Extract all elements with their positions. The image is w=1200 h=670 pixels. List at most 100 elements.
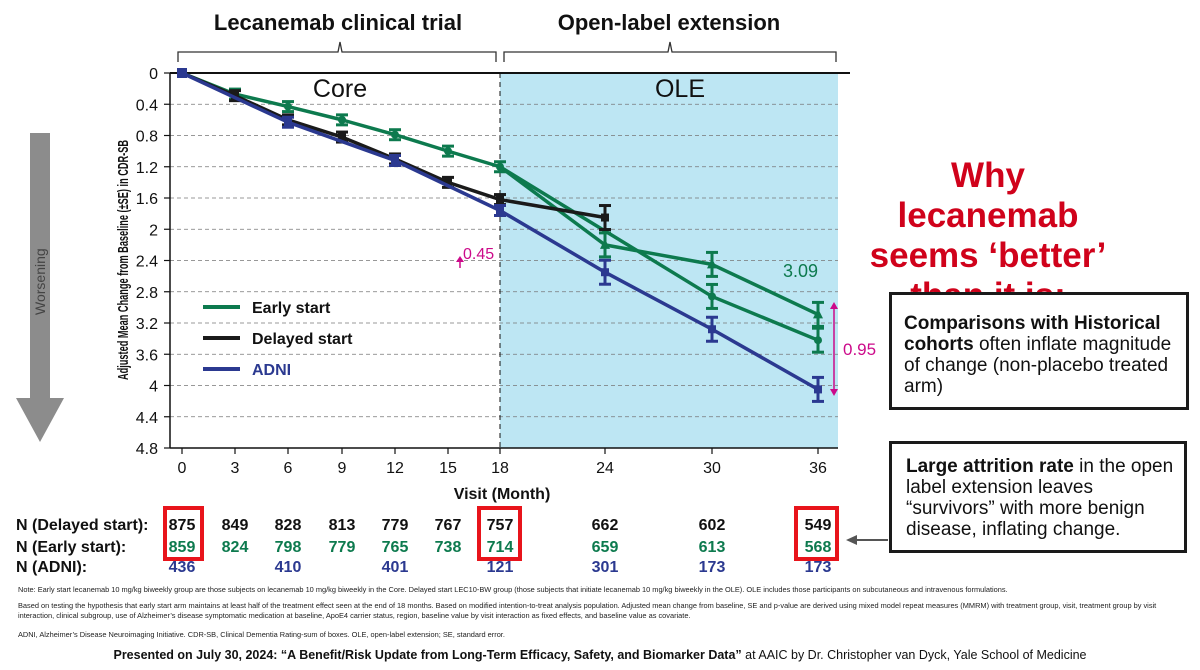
data-point-delayed-start [338, 133, 346, 142]
bracket-trial-label: Lecanemab clinical trial [214, 10, 462, 35]
count-early: 824 [222, 539, 249, 556]
count-delayed: 602 [699, 517, 726, 534]
y-tick-label: 4 [149, 379, 158, 396]
series-layer [177, 68, 824, 403]
x-tick-label: 24 [596, 460, 614, 477]
y-tick-label: 2 [149, 222, 158, 239]
headline-line-2: seems ‘better’ [869, 236, 1107, 275]
count-early: 779 [329, 539, 356, 556]
y-tick-label: 4.4 [136, 410, 158, 427]
annotation-095-arrow-bottom [830, 389, 838, 396]
data-point-early-start [707, 258, 717, 269]
y-tick-label: 2.4 [136, 254, 158, 271]
legend-label-adni: ADNI [252, 362, 291, 379]
y-tick-label: 0 [149, 66, 158, 83]
bracket-ole [503, 41, 837, 62]
count-early: 765 [382, 539, 409, 556]
x-tick-label: 9 [338, 460, 347, 477]
count-adni: 301 [592, 559, 619, 576]
callout-attrition-text: in the open label extension leaves “surv… [906, 456, 1174, 540]
y-tick-label: 1.6 [136, 191, 158, 208]
count-row-label-adni: N (ADNI): [16, 559, 87, 576]
highlight-box-month-0 [163, 506, 204, 561]
box2-connector-arrowhead [846, 535, 857, 545]
data-point-adni [284, 118, 292, 127]
data-point-early-start [391, 130, 399, 139]
x-tick-label: 3 [231, 460, 240, 477]
count-delayed: 813 [329, 517, 356, 534]
footnote-3: ADNI, Alzheimer’s Disease Neuroimaging I… [18, 630, 505, 639]
legend-label-delayed: Delayed start [252, 331, 353, 348]
count-adni: 401 [382, 559, 409, 576]
annotation-095-arrow-top [830, 302, 838, 309]
count-early: 859 [169, 539, 196, 556]
presentation-credit-bold: Presented on July 30, 2024: “A Benefit/R… [113, 648, 742, 662]
count-early: 714 [487, 539, 514, 556]
annotation-095: 0.95 [843, 340, 876, 359]
counts-table: N (Delayed start): N (Early start): N (A… [16, 517, 831, 576]
count-adni: 173 [805, 559, 832, 576]
data-point-early-start [814, 336, 822, 345]
data-point-delayed-start [601, 213, 609, 222]
annotation-045: 0.45 [463, 246, 494, 263]
worsening-arrow [16, 133, 64, 442]
y-tick-label: 3.6 [136, 347, 158, 364]
x-tick-label: 12 [386, 460, 404, 477]
y-tick-label: 1.2 [136, 160, 158, 177]
count-row-label-early: N (Early start): [16, 539, 126, 556]
count-early: 568 [805, 539, 832, 556]
count-delayed: 757 [487, 517, 514, 534]
y-tick-label: 2.8 [136, 285, 158, 302]
data-point-early-start [338, 115, 346, 124]
data-point-early-start [600, 238, 610, 249]
footnote-2: Based on testing the hypothesis that ear… [18, 601, 1157, 620]
y-axis-title: Adjusted Mean Change from Baseline (±SE)… [116, 140, 132, 380]
count-delayed: 779 [382, 517, 409, 534]
x-tick-label: 15 [439, 460, 457, 477]
x-tick-label: 36 [809, 460, 827, 477]
region-ole-label: OLE [655, 75, 705, 103]
callout-attrition: Large attrition rate in the open label e… [889, 441, 1187, 553]
data-point-early-start [813, 308, 823, 319]
series-line-early-start [498, 165, 819, 316]
count-early: 613 [699, 539, 726, 556]
y-tick-label: 4.8 [136, 441, 158, 458]
count-delayed: 549 [805, 517, 832, 534]
data-point-adni [601, 268, 609, 277]
x-tick-label: 18 [491, 460, 509, 477]
count-early: 738 [435, 539, 462, 556]
callout-historical-bold: Comparisons with Historical cohorts [904, 313, 1161, 355]
x-axis-title: Visit (Month) [454, 486, 551, 503]
footnote-1: Note: Early start lecanemab 10 mg/kg biw… [18, 585, 1008, 594]
count-delayed: 767 [435, 517, 462, 534]
headline: Why lecanemab seems ‘better’ than it is: [868, 156, 1108, 316]
count-delayed: 828 [275, 517, 302, 534]
count-row-label-delayed: N (Delayed start): [16, 517, 148, 534]
count-adni: 121 [487, 559, 514, 576]
y-tick-label: 0.8 [136, 129, 158, 146]
presentation-credit: Presented on July 30, 2024: “A Benefit/R… [0, 648, 1200, 662]
data-point-adni [496, 206, 504, 215]
data-point-origin [177, 68, 187, 78]
presentation-credit-rest: at AAIC by Dr. Christopher van Dyck, Yal… [741, 648, 1087, 662]
annotation-045-arrowhead [456, 256, 464, 262]
axis-ticks: 00.40.81.21.622.42.83.23.644.44.80 3 6 9 12 1… [136, 66, 827, 477]
data-point-early-start [708, 292, 716, 301]
region-core-label: Core [313, 75, 367, 103]
data-point-delayed-start [444, 178, 452, 187]
count-early: 659 [592, 539, 619, 556]
callout-historical-text: often inflate magnitude of change (non-p… [904, 334, 1172, 397]
highlight-box-month-18 [477, 506, 522, 561]
y-tick-label: 0.4 [136, 97, 158, 114]
count-early: 798 [275, 539, 302, 556]
data-point-delayed-start [231, 91, 239, 100]
series-line-delayed-start [181, 71, 606, 220]
data-point-early-start [444, 147, 452, 156]
gridlines [170, 103, 838, 418]
data-point-adni [708, 325, 716, 334]
legend: Early start Delayed start ADNI [203, 300, 353, 379]
data-point-adni [391, 156, 399, 165]
legend-label-early: Early start [252, 300, 331, 317]
x-tick-label: 30 [703, 460, 721, 477]
